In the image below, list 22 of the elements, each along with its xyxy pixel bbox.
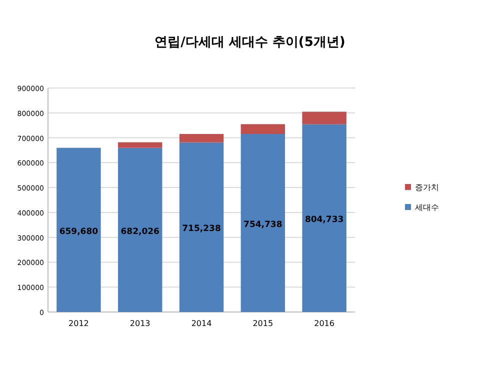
total-label: 754,738: [244, 220, 282, 230]
total-label: 659,680: [59, 226, 98, 237]
chart-title: 연립/다세대 세대수 추이(5개년): [154, 35, 346, 50]
total-label: 804,733: [304, 215, 344, 226]
legend-label: 증가치: [415, 183, 439, 192]
bar: [302, 112, 346, 124]
bar: [302, 124, 346, 312]
bar: [179, 142, 224, 312]
x-tick-label: 2016: [314, 319, 334, 328]
x-tick-label: 2012: [68, 319, 89, 328]
total-label: 682,026: [120, 226, 160, 237]
bar: [240, 134, 286, 312]
bar: [179, 134, 224, 142]
total-label: 715,238: [182, 224, 221, 234]
bar: [240, 124, 286, 134]
legend-label: 세대수: [415, 203, 439, 212]
bar: [118, 142, 162, 148]
x-tick-label: 2015: [252, 319, 274, 328]
bar: [118, 148, 162, 312]
x-tick-label: 2013: [130, 319, 150, 328]
x-tick-label: 2014: [191, 319, 212, 328]
bar: [56, 148, 101, 312]
